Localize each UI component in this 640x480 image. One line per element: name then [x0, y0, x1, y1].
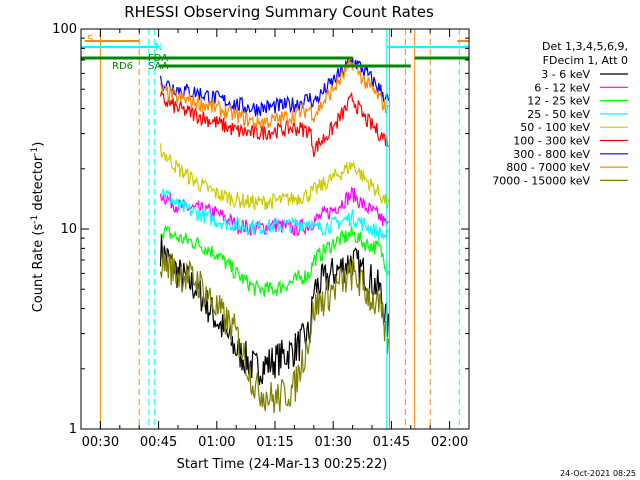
- legend-label-1: 3 - 6 keV: [541, 68, 590, 81]
- legend-label-7: 300 - 800 keV: [513, 148, 590, 161]
- legend-header-line-1: Det 1,3,4,5,6,9,: [542, 40, 628, 53]
- series-line-6: [159, 90, 389, 158]
- series-line-3: [159, 224, 390, 297]
- x-axis-label: Start Time (24-Mar-13 00:25:22): [177, 457, 388, 472]
- series-line-9: [159, 247, 390, 413]
- series-line-4: [160, 188, 390, 241]
- annotation-label-5: FDA: [148, 53, 168, 64]
- x-tick-label-7: 02:00: [431, 435, 468, 450]
- series-line-5: [159, 143, 390, 211]
- annotation-label-1: S: [87, 34, 93, 45]
- legend-label-5: 50 - 100 keV: [520, 121, 590, 134]
- x-tick-label-4: 01:15: [256, 435, 293, 450]
- legend-label-3: 12 - 25 keV: [527, 95, 590, 108]
- x-tick-label-5: 01:30: [314, 435, 351, 450]
- x-tick-label-6: 01:45: [373, 435, 410, 450]
- x-tick-label-3: 01:00: [198, 435, 235, 450]
- annotation-label-2: N: [155, 42, 162, 53]
- legend-label-6: 100 - 300 keV: [513, 135, 590, 148]
- legend-label-8: 800 - 7000 keV: [506, 161, 590, 174]
- y-axis-label: Count Rate (s-1 detector-1): [30, 142, 46, 313]
- y-tick-label-3: 100: [52, 22, 77, 37]
- axes: 00:30 00:45 01:00 01:15 01:30 01:45 02:00 1 10 10…: [52, 22, 470, 450]
- annotation-label-4: SAA: [148, 61, 169, 72]
- plot-area: [159, 57, 390, 413]
- series-line-1: [159, 234, 390, 385]
- footer-date: 24-Oct-2021 08:25: [560, 469, 636, 478]
- x-tick-label-1: 00:30: [82, 435, 119, 450]
- legend-header-line-2: FDecim 1, Att 0: [543, 54, 628, 67]
- chart-title: RHESSI Observing Summary Count Rates: [124, 3, 434, 21]
- legend: Det 1,3,4,5,6,9, FDecim 1, Att 0 3 - 6 k…: [492, 40, 628, 187]
- series-line-7: [159, 57, 390, 117]
- legend-label-9: 7000 - 15000 keV: [492, 174, 590, 187]
- svg-text:Count Rate (s-1 detector-1): Count Rate (s-1 detector-1): [30, 142, 46, 313]
- y-tick-label-2: 10: [60, 222, 77, 237]
- legend-label-2: 6 - 12 keV: [534, 81, 590, 94]
- legend-label-4: 25 - 50 keV: [527, 108, 590, 121]
- y-tick-label-1: 1: [69, 422, 77, 437]
- annotation-label-3: RD6: [112, 61, 133, 72]
- x-tick-label-2: 00:45: [140, 435, 177, 450]
